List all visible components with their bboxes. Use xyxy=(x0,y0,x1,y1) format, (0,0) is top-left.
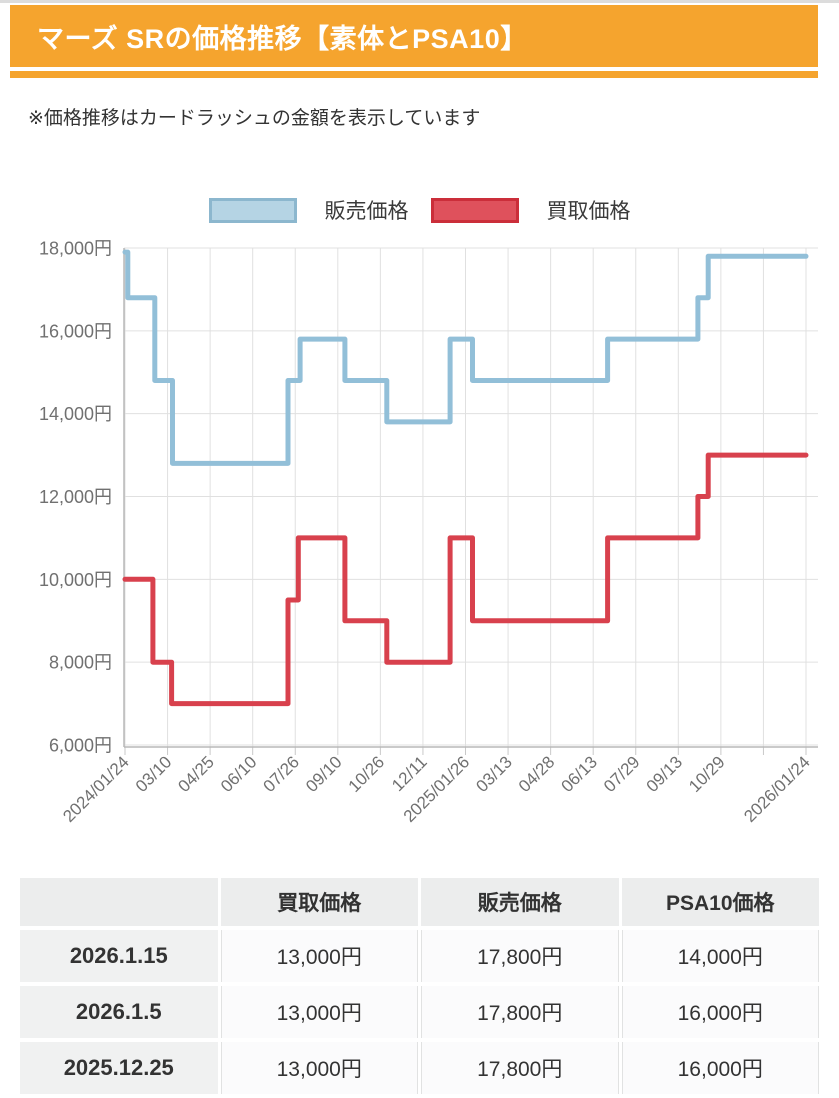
x-axis-tick-label: 2026/01/24 xyxy=(740,752,814,826)
y-axis-tick-label: 14,000円 xyxy=(39,404,112,424)
x-axis-tick-label: 04/25 xyxy=(174,752,218,796)
x-axis-tick-label: 09/13 xyxy=(643,752,687,796)
price-source-note: ※価格推移はカードラッシュの金額を表示しています xyxy=(28,108,481,129)
y-axis-tick-label: 18,000円 xyxy=(39,239,112,259)
chart-canvas: 18,000円 16,000円 14,000円 12,000円 10,000円 8,000… xyxy=(39,239,818,826)
legend-label-buy-price: 買取価格 xyxy=(546,200,631,223)
table-row: 2026.1.5 13,000円 17,800円 16,000円 xyxy=(20,986,819,1038)
sell-price-color-swatch xyxy=(208,197,297,223)
x-axis-tick-label: 10/26 xyxy=(345,752,389,796)
buy-price-color-swatch xyxy=(430,197,519,223)
row-date: 2025.12.25 xyxy=(20,1042,218,1094)
x-axis-tick-label: 2024/01/24 xyxy=(59,752,133,826)
page-title: マーズ SRの価格推移【素体とPSA10】 xyxy=(37,23,528,54)
x-axis-tick-label: 03/10 xyxy=(132,752,176,796)
y-axis-tick-label: 8,000円 xyxy=(49,653,112,673)
x-axis-tick-label: 06/13 xyxy=(557,752,601,796)
table-header-sell-price: 販売価格 xyxy=(421,878,619,926)
table-row: 2025.12.25 13,000円 17,800円 16,000円 xyxy=(20,1042,819,1094)
row-psa10-price: 16,000円 xyxy=(621,986,819,1038)
y-axis-tick-label: 10,000円 xyxy=(39,570,112,590)
legend-item-sell-price: 販売価格 xyxy=(208,195,409,225)
table-header-psa10-price: PSA10価格 xyxy=(621,878,819,926)
y-axis-tick-label: 16,000円 xyxy=(39,321,112,341)
x-axis-tick-label: 04/28 xyxy=(515,752,559,796)
row-buy-price: 13,000円 xyxy=(220,986,418,1038)
row-psa10-price: 14,000円 xyxy=(621,930,819,982)
sell-price-line xyxy=(122,249,809,466)
price-history-table: 買取価格 販売価格 PSA10価格 2026.1.15 13,000円 17,8… xyxy=(17,874,822,1098)
legend-label-sell-price: 販売価格 xyxy=(324,200,409,223)
title-underline xyxy=(10,71,818,78)
page-title-bar: マーズ SRの価格推移【素体とPSA10】 xyxy=(10,5,818,67)
x-axis-tick-label: 09/10 xyxy=(302,752,346,796)
row-date: 2026.1.15 xyxy=(20,930,218,982)
table-head: 買取価格 販売価格 PSA10価格 xyxy=(20,878,819,926)
row-sell-price: 17,800円 xyxy=(421,1042,619,1094)
table-row: 2026.1.15 13,000円 17,800円 14,000円 xyxy=(20,930,819,982)
top-divider xyxy=(0,0,839,3)
table-header-buy-price: 買取価格 xyxy=(220,878,418,926)
row-date: 2026.1.5 xyxy=(20,986,218,1038)
y-axis-tick-label: 6,000円 xyxy=(49,736,112,756)
legend-item-buy-price: 買取価格 xyxy=(430,195,631,225)
chart-legend: 販売価格 買取価格 xyxy=(0,195,839,225)
row-buy-price: 13,000円 xyxy=(220,1042,418,1094)
x-axis-tick-label: 10/29 xyxy=(685,752,729,796)
row-buy-price: 13,000円 xyxy=(220,930,418,982)
price-history-chart: 18,000円 16,000円 14,000円 12,000円 10,000円 8,000… xyxy=(0,234,839,864)
row-sell-price: 17,800円 xyxy=(421,930,619,982)
x-axis-tick-label: 07/29 xyxy=(600,752,644,796)
table-header-date xyxy=(20,878,218,926)
row-sell-price: 17,800円 xyxy=(421,986,619,1038)
x-axis-tick-label: 03/13 xyxy=(472,752,516,796)
y-axis-tick-label: 12,000円 xyxy=(39,487,112,507)
x-axis-tick-label: 07/26 xyxy=(260,752,304,796)
x-axis-tick-label: 06/10 xyxy=(217,752,261,796)
buy-price-line xyxy=(122,452,809,707)
row-psa10-price: 16,000円 xyxy=(621,1042,819,1094)
